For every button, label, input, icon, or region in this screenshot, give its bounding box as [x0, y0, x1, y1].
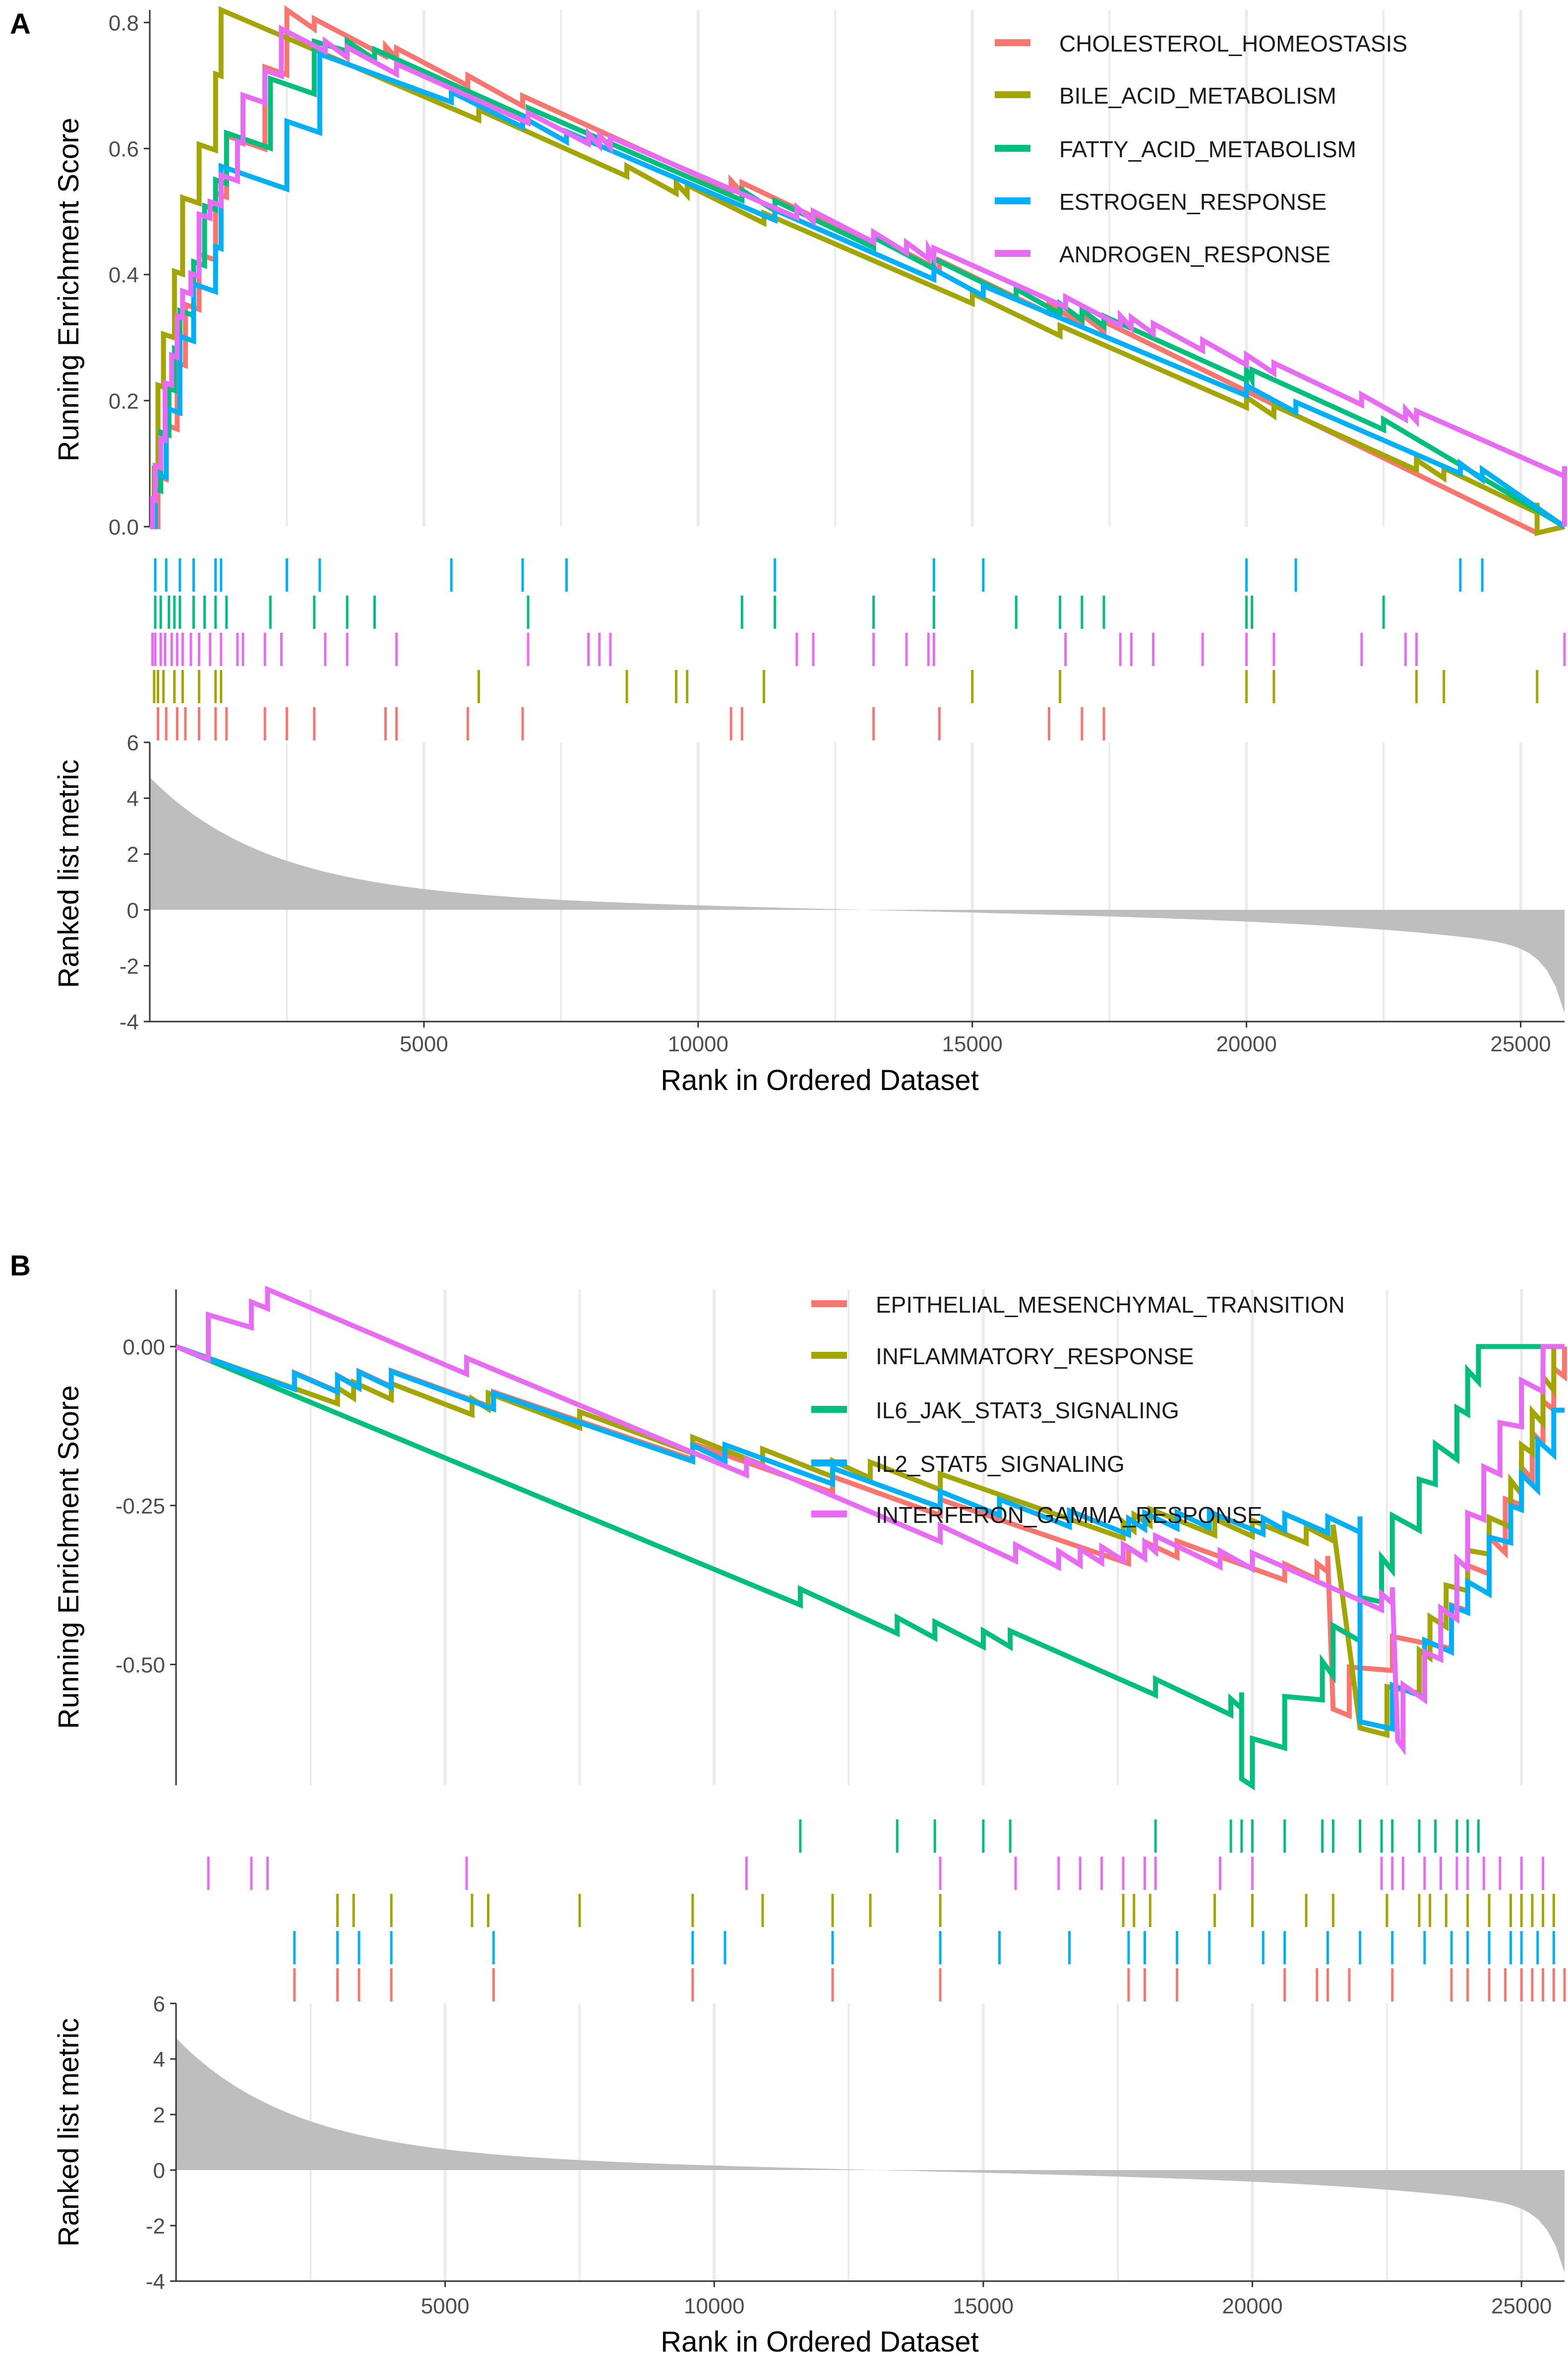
legend-entry: FATTY_ACID_METABOLISM	[995, 136, 1356, 162]
ranked-metric-area	[176, 2038, 1565, 2273]
x-axis-label: Rank in Ordered Dataset	[661, 1064, 979, 1096]
x-tick-label: 20000	[1222, 2294, 1282, 2318]
x-tick-label: 10000	[668, 1032, 728, 1056]
ranked-metric-plot: -4 -2 0 2 4 6 5000 10000 15000 20000 25000	[146, 1992, 1565, 2318]
y-tick-label: -0.25	[116, 1494, 165, 1518]
series-line-estrogen-response	[150, 50, 1566, 529]
y-axis-label-top: Running Enrichment Score	[53, 1385, 85, 1729]
y-tick-label: 0.6	[109, 137, 139, 162]
series-line-bile-acid-metabolism	[150, 6, 1566, 536]
series-line-il2-stat5-signaling	[175, 1344, 1565, 1732]
y-tick-label: -2	[146, 2214, 165, 2238]
panel-label: A	[10, 8, 31, 40]
ranked-metric-plot: -4 -2 0 2 4 6 5000 10000 15000 20000 25000	[120, 731, 1565, 1056]
gsea-top-plot: -0.50 -0.25 0.00	[116, 1285, 1567, 1791]
y-tick-label: -0.50	[116, 1653, 165, 1677]
legend-label: EPITHELIAL_MESENCHYMAL_TRANSITION	[876, 1292, 1345, 1318]
y-tick-label: -4	[120, 1010, 139, 1034]
y-axis-label-top: Running Enrichment Score	[53, 118, 85, 461]
y-tick-label: 0	[153, 2159, 165, 2183]
hit-rug	[151, 558, 1566, 740]
y-tick-label: 2	[127, 843, 139, 867]
y-tick-label: -4	[146, 2270, 165, 2294]
panel-b: B -0.50 -0.25 0.00 -4 -2 0 2 4 6 5000 10000 15000 2…	[10, 1250, 1567, 2358]
legend-label: ANDROGEN_RESPONSE	[1059, 242, 1330, 267]
legend-entry: ESTROGEN_RESPONSE	[995, 189, 1327, 215]
legend-entry: ANDROGEN_RESPONSE	[995, 242, 1330, 267]
legend-entry: IL6_JAK_STAT3_SIGNALING	[811, 1397, 1179, 1423]
x-tick-label: 25000	[1490, 1032, 1551, 1056]
y-tick-label: 0.8	[109, 11, 139, 35]
legend-label: IL6_JAK_STAT3_SIGNALING	[876, 1397, 1179, 1423]
hit-rug	[207, 1819, 1566, 2001]
legend-label: CHOLESTEROL_HOMEOSTASIS	[1059, 31, 1407, 57]
legend-label: ESTROGEN_RESPONSE	[1059, 189, 1327, 215]
y-tick-label: 0.00	[122, 1335, 165, 1359]
ranked-metric-area	[150, 777, 1565, 1014]
y-tick-label: 0.4	[109, 263, 139, 288]
x-tick-label: 5000	[421, 2294, 470, 2318]
legend-entry: INTERFERON_GAMMA_RESPONSE	[811, 1502, 1263, 1528]
legend-label: INTERFERON_GAMMA_RESPONSE	[876, 1502, 1263, 1528]
gsea-top-plot: 0.0 0.2 0.4 0.6 0.8	[109, 5, 1567, 540]
x-tick-label: 15000	[942, 1032, 1003, 1056]
panel-a: A 0.0 0.2 0.4 0.6 0.8 -4 -2 0 2 4 6 5000 10000 15000…	[10, 5, 1567, 1096]
legend-label: INFLAMMATORY_RESPONSE	[876, 1343, 1194, 1369]
legend: EPITHELIAL_MESENCHYMAL_TRANSITION INFLAM…	[811, 1292, 1345, 1528]
x-tick-label: 5000	[400, 1032, 448, 1056]
x-tick-label: 10000	[684, 2294, 744, 2318]
x-axis-label: Rank in Ordered Dataset	[661, 2326, 979, 2358]
series-line-interferon-gamma-response	[175, 1285, 1565, 1756]
y-axis-label-bottom: Ranked list metric	[53, 760, 85, 988]
x-tick-label: 20000	[1216, 1032, 1276, 1056]
legend: CHOLESTEROL_HOMEOSTASIS BILE_ACID_METABO…	[995, 31, 1407, 267]
y-tick-label: 0.0	[109, 515, 139, 540]
panel-label: B	[10, 1250, 31, 1282]
y-tick-label: 4	[127, 787, 139, 811]
y-tick-label: 2	[153, 2103, 165, 2127]
series-line-il6-jak-stat3-signaling	[175, 1344, 1565, 1791]
y-tick-label: -2	[120, 954, 139, 978]
legend-label: IL2_STAT5_SIGNALING	[876, 1451, 1125, 1477]
y-tick-label: 6	[153, 1992, 165, 2016]
legend-label: BILE_ACID_METABOLISM	[1059, 83, 1336, 109]
legend-entry: EPITHELIAL_MESENCHYMAL_TRANSITION	[811, 1292, 1345, 1318]
legend-label: FATTY_ACID_METABOLISM	[1059, 136, 1356, 162]
y-tick-label: 0	[127, 899, 139, 923]
x-tick-label: 25000	[1491, 2294, 1552, 2318]
y-tick-label: 6	[127, 731, 139, 755]
y-tick-label: 4	[153, 2048, 165, 2072]
legend-entry: CHOLESTEROL_HOMEOSTASIS	[995, 31, 1407, 57]
series-line-androgen-response	[150, 24, 1567, 529]
legend-entry: IL2_STAT5_SIGNALING	[811, 1451, 1125, 1477]
x-tick-label: 15000	[953, 2294, 1014, 2318]
y-tick-label: 0.2	[109, 389, 139, 414]
y-axis-label-bottom: Ranked list metric	[53, 2018, 85, 2247]
legend-entry: INFLAMMATORY_RESPONSE	[811, 1343, 1194, 1369]
legend-entry: BILE_ACID_METABOLISM	[995, 83, 1336, 109]
